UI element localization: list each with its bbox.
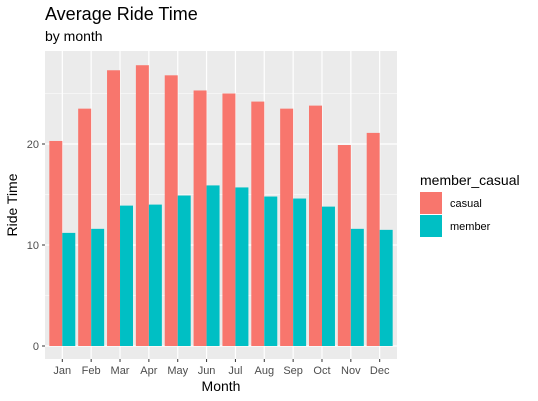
x-tick-label: May [167,365,188,377]
bar-casual-may [164,75,178,346]
y-tick-label: 0 [33,341,39,353]
bar-casual-sep [280,108,294,347]
bar-member-jan [62,232,76,346]
x-tick-label: Jan [53,365,71,377]
legend-title: member_casual [420,172,520,188]
bar-member-mar [120,205,133,346]
legend-label-casual: casual [450,198,482,210]
bar-member-oct [321,206,335,346]
legend-key-member [420,215,442,237]
bar-member-feb [91,228,105,346]
bar-member-apr [148,204,162,346]
bar-casual-jun [193,90,207,346]
y-axis: 0 10 20 [27,139,45,353]
x-axis: Jan Feb Mar Apr May Jun Jul Aug Sep Oct Nov Dec [53,359,390,377]
x-tick-label: Sep [283,365,303,377]
y-tick-label: 10 [27,240,39,252]
legend-label-member: member [450,221,491,233]
bar-casual-apr [135,65,149,346]
chart-title: Average Ride Time [45,4,198,24]
legend-key-casual [420,192,442,214]
bar-member-dec [379,229,393,346]
bar-casual-oct [309,105,322,347]
x-tick-label: Nov [341,365,361,377]
legend: member_casual casual member [420,172,520,237]
bar-casual-jan [49,140,63,346]
bar-casual-nov [337,145,351,346]
bar-member-jun [206,185,220,346]
x-tick-label: Feb [82,365,101,377]
bar-member-aug [264,196,278,346]
bars [49,65,393,347]
x-tick-label: Dec [370,365,390,377]
bar-casual-dec [366,132,380,346]
x-tick-label: Oct [313,365,330,377]
bar-casual-feb [78,108,92,347]
x-tick-label: Aug [254,365,274,377]
x-tick-label: Apr [140,365,157,377]
y-tick-label: 20 [27,139,39,151]
y-axis-title: Ride Time [4,173,20,236]
bar-casual-aug [251,101,265,346]
x-tick-label: Jun [198,365,216,377]
bar-casual-mar [107,70,121,347]
bar-member-sep [293,198,307,346]
bar-casual-jul [222,93,236,346]
x-axis-title: Month [202,378,241,394]
x-tick-label: Mar [111,365,130,377]
chart-subtitle: by month [45,28,103,44]
bar-member-nov [350,228,364,346]
bar-member-jul [235,187,249,346]
bar-member-may [177,195,191,346]
x-tick-label: Jul [228,365,242,377]
